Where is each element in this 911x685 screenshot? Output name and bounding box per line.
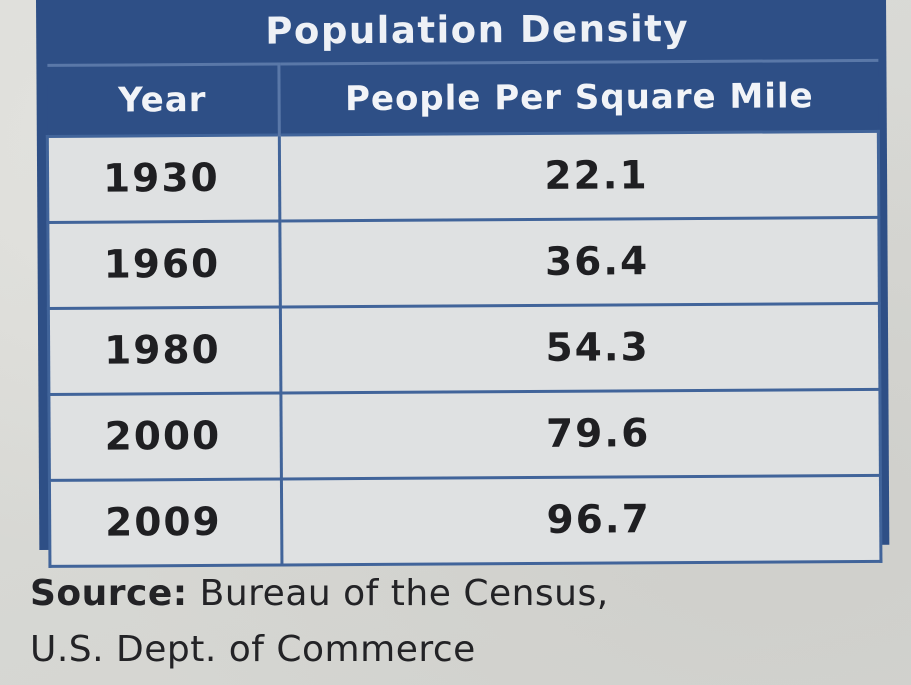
table-row: 1930 22.1: [47, 131, 879, 223]
density-cell: 54.3: [280, 303, 880, 394]
data-grid: Year People Per Square Mile 1930 22.1 19…: [45, 59, 882, 568]
source-text: Bureau of the Census,: [199, 573, 609, 614]
column-header-year: Year: [46, 64, 280, 137]
year-cell: 1980: [48, 307, 281, 395]
source-line-1: Source: Bureau of the Census,: [30, 566, 609, 622]
population-density-table: Population Density Year People Per Squar…: [36, 0, 890, 567]
year-cell: 1930: [47, 135, 280, 223]
source-label: Source:: [30, 573, 188, 614]
density-cell: 36.4: [279, 217, 880, 308]
source-line-2: U.S. Dept. of Commerce: [30, 629, 476, 670]
column-header-density: People Per Square Mile: [278, 60, 879, 136]
density-cell: 96.7: [281, 475, 881, 566]
table-row: 1980 54.3: [48, 303, 880, 395]
year-cell: 1960: [47, 221, 281, 309]
table-row: 2009 96.7: [49, 475, 881, 567]
table-title: Population Density: [265, 6, 690, 53]
header-row: Year People Per Square Mile: [46, 60, 879, 137]
density-cell: 79.6: [280, 389, 881, 480]
table-row: 1960 36.4: [47, 217, 880, 309]
year-cell: 2000: [48, 393, 282, 481]
density-cell: 22.1: [279, 131, 879, 222]
year-cell: 2009: [49, 479, 282, 567]
table-row: 2000 79.6: [48, 389, 881, 481]
source-note: Source: Bureau of the Census, U.S. Dept.…: [30, 566, 609, 678]
